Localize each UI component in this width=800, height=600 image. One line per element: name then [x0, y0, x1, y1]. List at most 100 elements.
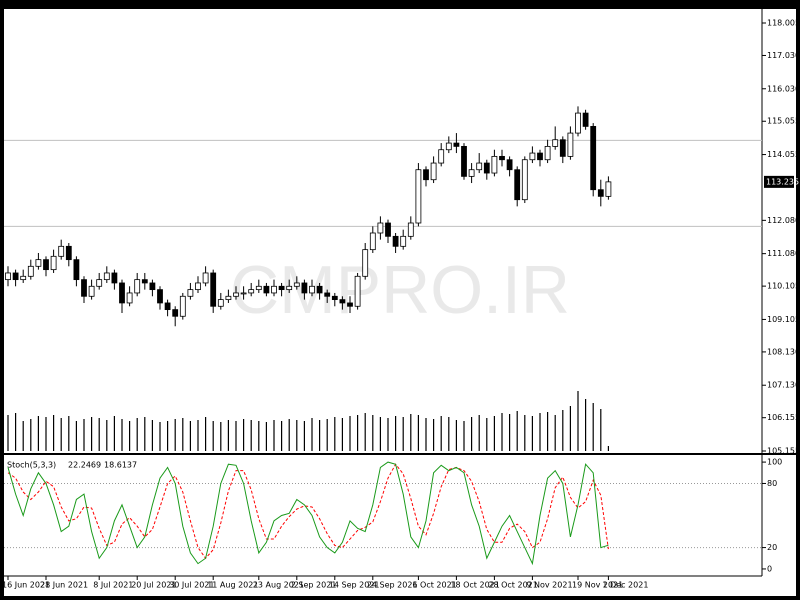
candle-body	[605, 181, 612, 197]
candle-body	[354, 275, 361, 307]
candle-body	[43, 259, 49, 271]
y-tick-label: 117.030	[767, 51, 800, 60]
candle-body	[172, 309, 179, 317]
y-tick-label: 110.105	[767, 282, 800, 291]
x-tick-label: 19 Nov 2021	[572, 581, 623, 590]
candle-body	[468, 169, 475, 177]
candle-body	[362, 249, 369, 277]
y-tick-label: 111.080	[767, 249, 800, 258]
candle-body	[331, 295, 338, 301]
candle-body	[430, 162, 437, 181]
stoch-main-line	[7, 461, 609, 566]
y-tick-label: 118.005	[767, 18, 800, 27]
x-tick-label: 20 Jul 2021	[131, 581, 176, 590]
current-price-box	[764, 175, 794, 188]
candle-body	[445, 142, 452, 151]
y-tick-label: 106.155	[767, 413, 800, 422]
candle-body	[339, 299, 346, 304]
candle-body	[461, 145, 467, 177]
candle-body	[20, 275, 27, 281]
candle-body	[111, 272, 118, 284]
candle-body	[506, 159, 513, 171]
candle-body	[544, 145, 551, 161]
indicator-name: Stoch(5,3,3)	[7, 461, 56, 470]
candle-body	[271, 285, 277, 294]
candle-body	[149, 282, 156, 291]
indicator-k-value: 22.2469	[68, 461, 101, 470]
candle-body	[88, 285, 95, 297]
candle-body	[400, 235, 407, 247]
y-tick-label: 116.030	[767, 84, 800, 93]
candle-body	[293, 282, 300, 287]
candle-body	[415, 169, 422, 224]
candle-body	[453, 142, 460, 147]
candle-body	[233, 292, 239, 297]
x-tick-label: 9 Nov 2021	[526, 581, 572, 590]
candle-body	[164, 302, 171, 311]
candle-body	[12, 272, 19, 281]
candle-body	[195, 282, 201, 291]
x-tick-label: 18 Oct 2021	[450, 581, 499, 590]
candle-body	[134, 279, 141, 294]
x-tick-label: 24 Sep 2021	[367, 581, 418, 590]
current-price-label: 113.235	[766, 177, 799, 186]
candle-body	[286, 285, 293, 291]
candle-body	[552, 139, 559, 147]
chart-area	[4, 9, 796, 596]
candle-body	[423, 169, 429, 181]
x-tick-label: 6 Oct 2021	[412, 581, 456, 590]
candle-body	[529, 152, 536, 161]
candle-body	[202, 272, 209, 284]
candle-body	[590, 126, 597, 191]
candle-body	[347, 302, 353, 307]
candle-body	[58, 245, 65, 257]
candle-body	[210, 272, 217, 307]
stoch-tick-label: 100	[767, 458, 782, 467]
candle-body	[217, 299, 224, 307]
candle-body	[240, 292, 247, 295]
candle-body	[491, 155, 498, 174]
candle-body	[438, 149, 445, 164]
y-tick-label: 108.130	[767, 347, 800, 356]
candle-body	[157, 289, 163, 304]
candle-body	[309, 285, 315, 294]
candle-body	[521, 159, 528, 201]
candle-body	[499, 155, 505, 161]
x-tick-label: 11 Aug 2021	[207, 581, 258, 590]
y-tick-label: 105.155	[767, 447, 800, 456]
indicator-d-value: 18.6137	[104, 461, 137, 470]
candle-body	[597, 189, 604, 197]
candle-body	[369, 232, 376, 251]
y-tick-label: 112.080	[767, 216, 800, 225]
stoch-tick-label: 0	[767, 564, 772, 573]
candle-body	[248, 289, 255, 294]
candle-body	[407, 222, 414, 237]
candle-body	[582, 112, 589, 127]
candle-body	[50, 255, 57, 271]
candle-body	[35, 259, 42, 267]
x-tick-label: 23 Aug 2021	[253, 581, 304, 590]
candle-body	[483, 162, 490, 174]
x-tick-label: 28 Jun 2021	[40, 581, 88, 590]
candle-body	[278, 285, 285, 291]
y-tick-label: 114.055	[767, 150, 800, 159]
candle-body	[96, 279, 103, 287]
y-tick-label: 115.055	[767, 117, 800, 126]
candle-body	[385, 222, 391, 237]
x-tick-label: 14 Sep 2021	[329, 581, 380, 590]
stoch-tick-label: 20	[767, 543, 777, 552]
candle-body	[514, 169, 521, 201]
candle-body	[575, 112, 581, 134]
candle-body	[301, 282, 308, 294]
candle-body	[187, 289, 194, 297]
candle-body	[476, 162, 483, 171]
y-tick-label: 109.105	[767, 315, 800, 324]
candle-body	[225, 295, 232, 301]
stoch-tick-label: 80	[767, 479, 777, 488]
candle-body	[81, 279, 87, 297]
candle-body	[103, 272, 110, 281]
candle-body	[65, 245, 72, 261]
y-tick-label: 107.130	[767, 381, 800, 390]
candle-body	[537, 152, 543, 161]
candle-body	[324, 292, 331, 297]
